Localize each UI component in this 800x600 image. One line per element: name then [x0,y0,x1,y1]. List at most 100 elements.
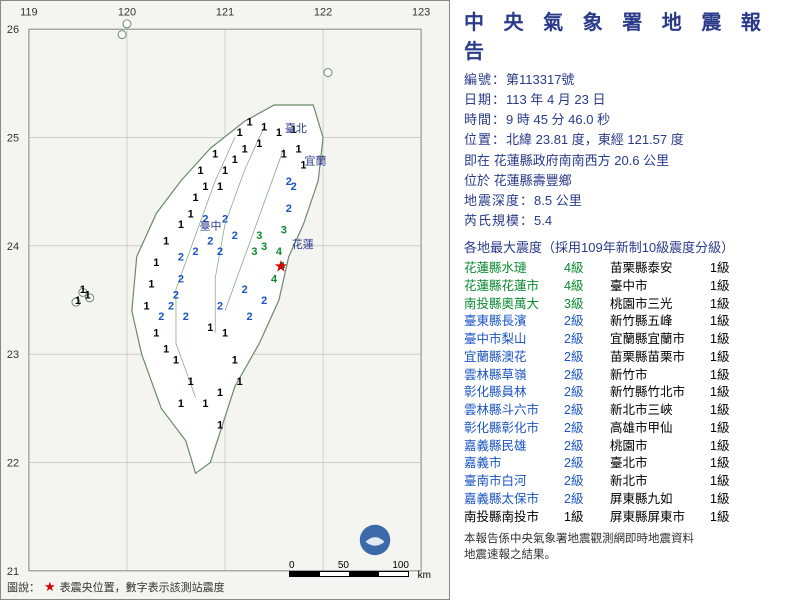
svg-text:2: 2 [232,230,238,242]
svg-text:1: 1 [202,181,208,193]
intensity-loc: 嘉義縣民雄 [464,438,554,456]
intensity-loc: 雲林縣斗六市 [464,402,554,420]
svg-text:★: ★ [274,258,288,275]
svg-text:121: 121 [216,6,234,18]
intensity-row: 桃園市三光1級 [610,296,738,314]
intensity-row: 桃園市1級 [610,438,738,456]
svg-text:2: 2 [193,246,199,258]
intensity-row: 彰化縣彰化市2級 [464,420,592,438]
intensity-loc: 宜蘭縣宜蘭市 [610,331,700,349]
intensity-row: 雲林縣草嶺2級 [464,367,592,385]
intensity-level: 2級 [564,438,592,456]
intensity-row: 新竹縣竹北市1級 [610,384,738,402]
svg-text:花蓮: 花蓮 [292,238,314,251]
intensity-loc: 嘉義市 [464,455,554,473]
intensity-row: 南投縣南投市 1級 [464,509,592,527]
scale-50: 50 [338,560,349,571]
intensity-row: 臺中市梨山2級 [464,331,592,349]
svg-text:2: 2 [261,295,267,307]
intensity-level: 1級 [710,367,738,385]
intensity-loc: 彰化縣員林 [464,384,554,402]
report-title: 中 央 氣 象 署 地 震 報 告 [464,6,792,64]
footnote: 本報告係中央氣象署地震觀測網即時地震資料地震速報之結果。 [464,532,792,563]
intensity-row: 宜蘭縣宜蘭市 1級 [610,331,738,349]
intensity-level: 2級 [564,455,592,473]
intensity-row: 雲林縣斗六市 2級 [464,402,592,420]
intensity-row: 新北市1級 [610,473,738,491]
svg-text:1: 1 [242,143,248,155]
intensity-level: 4級 [564,278,592,296]
intensity-loc: 屏東縣屏東市 [610,509,700,527]
intensity-level: 2級 [564,349,592,367]
svg-text:1: 1 [217,387,223,399]
svg-text:1: 1 [173,355,179,367]
intensity-level: 2級 [564,313,592,331]
intensity-row: 花蓮縣水璉4級 [464,260,592,278]
svg-text:2: 2 [183,311,189,323]
svg-text:1: 1 [256,138,262,150]
svg-text:1: 1 [281,149,287,161]
intensity-heading: 各地最大震度（採用109年新制10級震度分級） [464,237,792,256]
intensity-loc: 苗栗縣苗栗市 [610,349,700,367]
meta-loc: 位於 花蓮縣壽豐鄉 [464,171,792,191]
intensity-loc: 屏東縣九如 [610,491,700,509]
svg-text:1: 1 [222,165,228,177]
svg-text:1: 1 [144,300,150,312]
intensity-loc: 桃園市 [610,438,700,456]
svg-text:23: 23 [7,349,19,361]
intensity-loc: 臺北市 [610,455,700,473]
intensity-row: 臺北市 1級 [610,455,738,473]
intensity-loc: 臺東縣長濱 [464,313,554,331]
intensity-row: 南投縣奧萬大3級 [464,296,592,314]
svg-text:2: 2 [286,203,292,215]
meta-id: 編號：第113317號 [464,70,792,90]
intensity-loc: 新竹縣竹北市 [610,384,700,402]
svg-text:2: 2 [217,300,223,312]
scale-0: 0 [289,560,295,571]
intensity-level: 1級 [710,296,738,314]
svg-text:122: 122 [314,6,332,18]
svg-text:1: 1 [217,181,223,193]
svg-text:25: 25 [7,133,19,145]
intensity-level: 1級 [710,331,738,349]
intensity-loc: 南投縣南投市 [464,509,554,527]
meta-rel: 即在 花蓮縣政府南南西方 20.6 公里 [464,151,792,171]
intensity-level: 2級 [564,491,592,509]
intensity-level: 1級 [564,509,592,527]
svg-text:2: 2 [217,246,223,258]
intensity-loc: 臺中市 [610,278,700,296]
svg-text:2: 2 [178,273,184,285]
epicenter-star-icon: ★ [44,579,56,595]
intensity-level: 1級 [710,509,738,527]
intensity-table: 花蓮縣水璉4級花蓮縣花蓮市4級南投縣奧萬大3級臺東縣長濱2級臺中市梨山2級宜蘭縣… [464,260,792,526]
earthquake-report: 4443333222222222222222221111111111111111… [0,0,800,600]
svg-text:1: 1 [207,322,213,334]
info-panel: 中 央 氣 象 署 地 震 報 告 編號：第113317號 日期：113 年 4… [450,0,800,600]
svg-text:1: 1 [222,327,228,339]
intensity-row: 臺中市1級 [610,278,738,296]
intensity-level: 1級 [710,420,738,438]
svg-text:3: 3 [261,241,267,253]
intensity-level: 1級 [710,455,738,473]
intensity-loc: 宜蘭縣澳花 [464,349,554,367]
intensity-level: 2級 [564,402,592,420]
svg-text:22: 22 [7,457,19,469]
svg-text:123: 123 [412,6,430,18]
svg-text:臺北: 臺北 [285,121,307,135]
intensity-row: 宜蘭縣澳花 2級 [464,349,592,367]
svg-text:1: 1 [261,122,267,134]
meta-mag: 芮氏規模：5.4 [464,211,792,231]
intensity-level: 1級 [710,260,738,278]
intensity-row: 苗栗縣苗栗市1級 [610,349,738,367]
intensity-loc: 花蓮縣花蓮市 [464,278,554,296]
intensity-loc: 新竹市 [610,367,700,385]
meta-date: 日期：113 年 4 月 23 日 [464,90,792,110]
intensity-row: 嘉義縣太保市2級 [464,491,592,509]
scale-unit: km [418,570,431,581]
intensity-loc: 臺中市梨山 [464,331,554,349]
legend-desc: 表震央位置，數字表示該測站震度 [60,579,225,595]
intensity-loc: 新北市三峽 [610,402,700,420]
scale-100: 100 [392,560,409,571]
svg-text:1: 1 [212,149,218,161]
svg-text:1: 1 [148,279,154,291]
